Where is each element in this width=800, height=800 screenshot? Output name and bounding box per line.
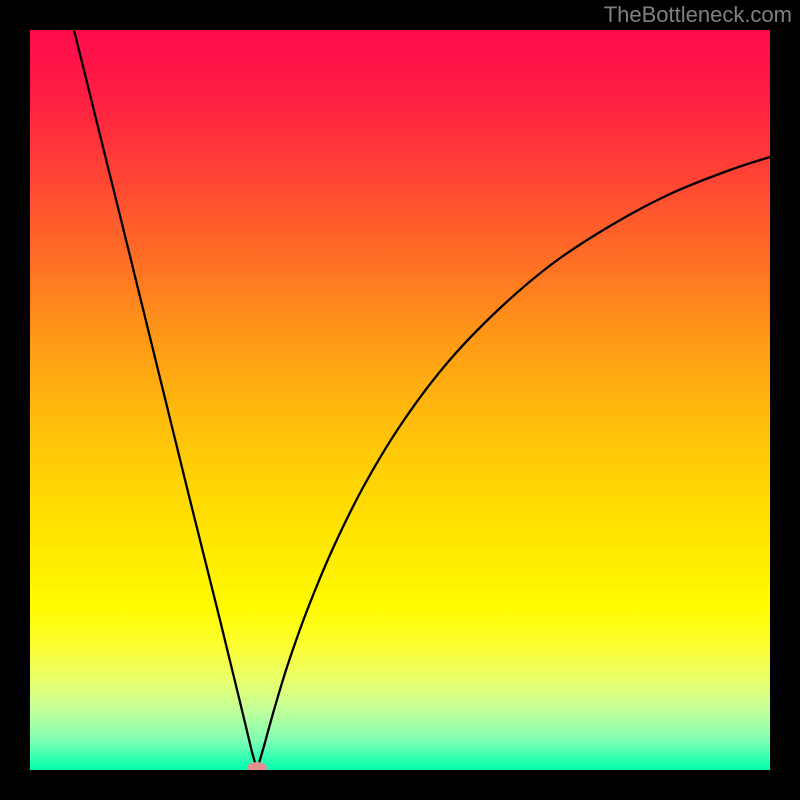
plot-background xyxy=(30,30,770,770)
watermark-text: TheBottleneck.com xyxy=(604,2,792,28)
chart-container: TheBottleneck.com xyxy=(0,0,800,800)
bottleneck-chart xyxy=(0,0,800,800)
